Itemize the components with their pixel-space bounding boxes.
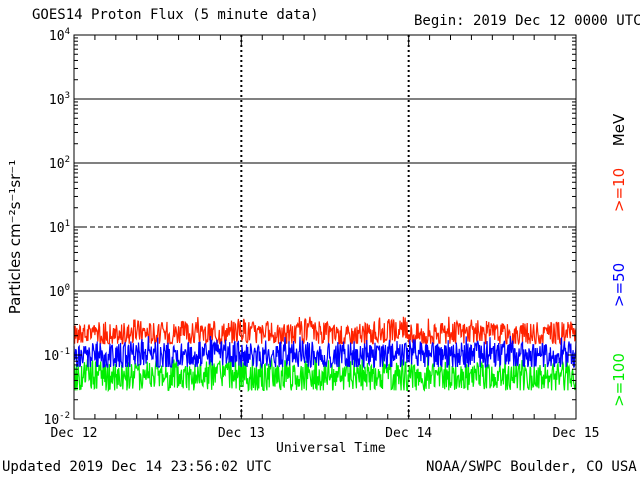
y-tick-label-exponent: -1	[59, 347, 70, 357]
chart-title: GOES14 Proton Flux (5 minute data)	[32, 7, 319, 23]
y-tick-label-base: 10	[49, 285, 65, 300]
y-tick-label: 103	[49, 91, 70, 108]
x-tick-label: Dec 12	[51, 426, 98, 441]
legend-label-ge50: >=50	[610, 263, 628, 307]
y-tick-label: 10-2	[44, 411, 71, 428]
series-layer	[73, 316, 577, 393]
y-tick-label-exponent: 4	[65, 27, 70, 37]
y-tick-label-base: 10	[49, 29, 65, 44]
x-tick-label: Dec 13	[218, 426, 265, 441]
y-tick-label: 100	[49, 283, 70, 300]
series-line	[73, 335, 577, 370]
credit-text: NOAA/SWPC Boulder, CO USA	[426, 459, 637, 475]
y-axis-label: Particles cm⁻²s⁻¹sr⁻¹	[6, 160, 24, 314]
y-tick-label-exponent: 3	[65, 91, 70, 101]
axes	[73, 34, 577, 420]
legend-label-ge10: >=10	[610, 168, 628, 212]
y-tick-label-exponent: 1	[65, 219, 70, 229]
grid-lines	[74, 35, 576, 419]
series-line	[73, 316, 577, 346]
y-tick-label: 104	[49, 27, 70, 44]
x-tick-label: Dec 15	[553, 426, 600, 441]
y-tick-label-base: 10	[49, 157, 65, 172]
y-tick-label-base: 10	[44, 349, 60, 364]
updated-timestamp: Updated 2019 Dec 14 23:56:02 UTC	[2, 459, 272, 475]
y-tick-label-exponent: -2	[59, 411, 70, 421]
y-tick-label: 10-1	[44, 347, 71, 364]
y-tick-label-base: 10	[49, 93, 65, 108]
legend: MeV >=10 >=50 >=100	[610, 113, 628, 407]
y-tick-label-exponent: 2	[65, 155, 70, 165]
legend-label-ge100: >=100	[610, 353, 628, 407]
y-tick-label: 102	[49, 155, 70, 172]
begin-timestamp: Begin: 2019 Dec 12 0000 UTC	[414, 13, 640, 29]
y-tick-label-exponent: 0	[65, 283, 70, 293]
x-tick-label: Dec 14	[385, 426, 432, 441]
legend-unit-label: MeV	[610, 113, 628, 146]
y-tick-label-base: 10	[44, 413, 60, 428]
y-tick-label: 101	[49, 219, 70, 236]
y-tick-label-base: 10	[49, 221, 65, 236]
x-axis-label: Universal Time	[276, 441, 386, 456]
